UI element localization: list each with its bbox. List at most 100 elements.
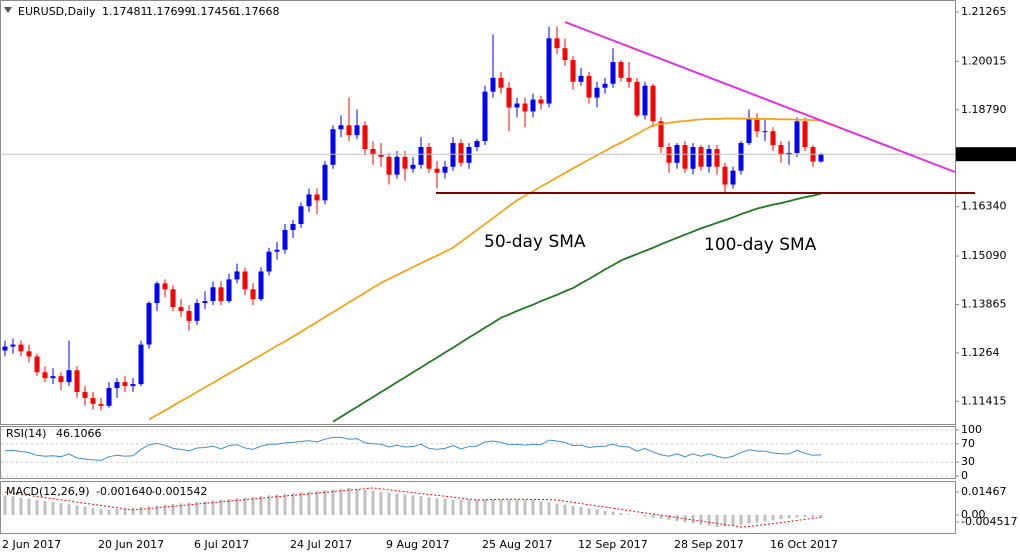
macd-bar (275, 494, 279, 515)
candle-body (338, 125, 344, 130)
candle-body (370, 148, 376, 155)
macd-bar (211, 500, 215, 515)
macd-bar (475, 499, 479, 515)
candle-body (226, 279, 232, 302)
macd-bar (163, 504, 167, 515)
candle-body (402, 156, 408, 169)
candle-body (706, 148, 712, 167)
symbol-title: EURUSD,Daily (18, 5, 96, 18)
candle-body (482, 91, 488, 142)
candle-body (66, 370, 72, 383)
macd-bar (107, 509, 111, 515)
candle-body (722, 166, 728, 185)
candle-body (538, 99, 544, 104)
candle-body (186, 310, 192, 321)
resistance-trendline (564, 21, 956, 173)
candle-body (34, 356, 40, 373)
candle-body (346, 125, 352, 136)
candle-body (314, 194, 320, 201)
series-label: 50-day SMA (484, 232, 586, 252)
candle-body (82, 391, 88, 398)
candle-body (210, 287, 216, 302)
candle-body (442, 166, 448, 173)
ohlc-high: 1.17699 (146, 5, 192, 18)
macd-bar (443, 499, 447, 515)
candle-body (298, 206, 304, 225)
macd-bar (403, 494, 407, 515)
candle-body (778, 145, 784, 155)
y-tick-label: 1.1264 (961, 346, 1000, 359)
macd-bar (3, 495, 7, 515)
macd-bar (763, 514, 767, 522)
macd-bar (179, 503, 183, 515)
macd-bar (579, 507, 583, 515)
candle-body (682, 145, 688, 169)
macd-bar (803, 514, 807, 518)
macd-bar (611, 511, 615, 515)
macd-bar (267, 495, 271, 515)
macd-bar (355, 488, 359, 515)
candle-body (130, 384, 136, 387)
macd-bar (467, 499, 471, 515)
macd-bar (299, 492, 303, 515)
current-price-label: 1.17668 (961, 147, 1007, 160)
candle-body (106, 388, 112, 406)
candle-body (354, 125, 360, 136)
x-tick-label: 24 Jul 2017 (290, 538, 352, 551)
candle-body (154, 283, 160, 304)
macd-bar (731, 514, 735, 526)
macd-signal-line (4, 487, 822, 528)
series-label: 100-day SMA (704, 235, 817, 255)
candle-body (218, 287, 224, 302)
sma-line (148, 117, 822, 421)
panel-icon (4, 7, 12, 13)
candle-body (762, 131, 768, 133)
candle-body (242, 271, 248, 290)
macd-bar (779, 514, 783, 520)
macd-bar (587, 508, 591, 515)
macd-bar (339, 488, 343, 515)
candle-body (554, 38, 560, 49)
candle-body (122, 382, 128, 387)
candle-body (626, 77, 632, 82)
candle-body (498, 77, 504, 88)
macd-bar (571, 505, 575, 515)
macd-bar (555, 503, 559, 515)
candle-body (578, 75, 584, 82)
macd-bar (691, 514, 695, 524)
candle-body (818, 154, 824, 162)
macd-bar (531, 499, 535, 515)
candle-body (506, 87, 512, 108)
candle-body (386, 156, 392, 175)
macd-bar (99, 508, 103, 515)
rsi-panel (0, 426, 956, 479)
y-tick-label: 1.13865 (961, 297, 1007, 310)
macd-bar (227, 499, 231, 515)
candle-body (522, 103, 528, 112)
macd-bar (123, 508, 127, 515)
candle-body (410, 164, 416, 169)
candle-body (458, 143, 464, 163)
candle-body (58, 376, 64, 383)
macd-bar (483, 499, 487, 515)
y-tick-label: 1.21265 (961, 5, 1007, 18)
macd-bar (659, 514, 663, 519)
macd-bar (307, 491, 311, 515)
rsi-line (4, 436, 822, 461)
candle-body (18, 344, 24, 352)
macd-bar (59, 503, 63, 515)
candle-body (418, 146, 424, 165)
macd-bar (819, 514, 823, 518)
candle-body (450, 143, 456, 167)
macd-bar (419, 496, 423, 515)
candle-body (138, 344, 144, 385)
candle-body (74, 370, 80, 392)
x-tick-label: 6 Jul 2017 (194, 538, 249, 551)
candle-body (378, 154, 384, 157)
candle-body (426, 146, 432, 169)
y-tick-label: 1.18790 (961, 103, 1007, 116)
candle-body (602, 83, 608, 88)
macd-bar (651, 514, 655, 518)
macd-bar (627, 514, 631, 515)
